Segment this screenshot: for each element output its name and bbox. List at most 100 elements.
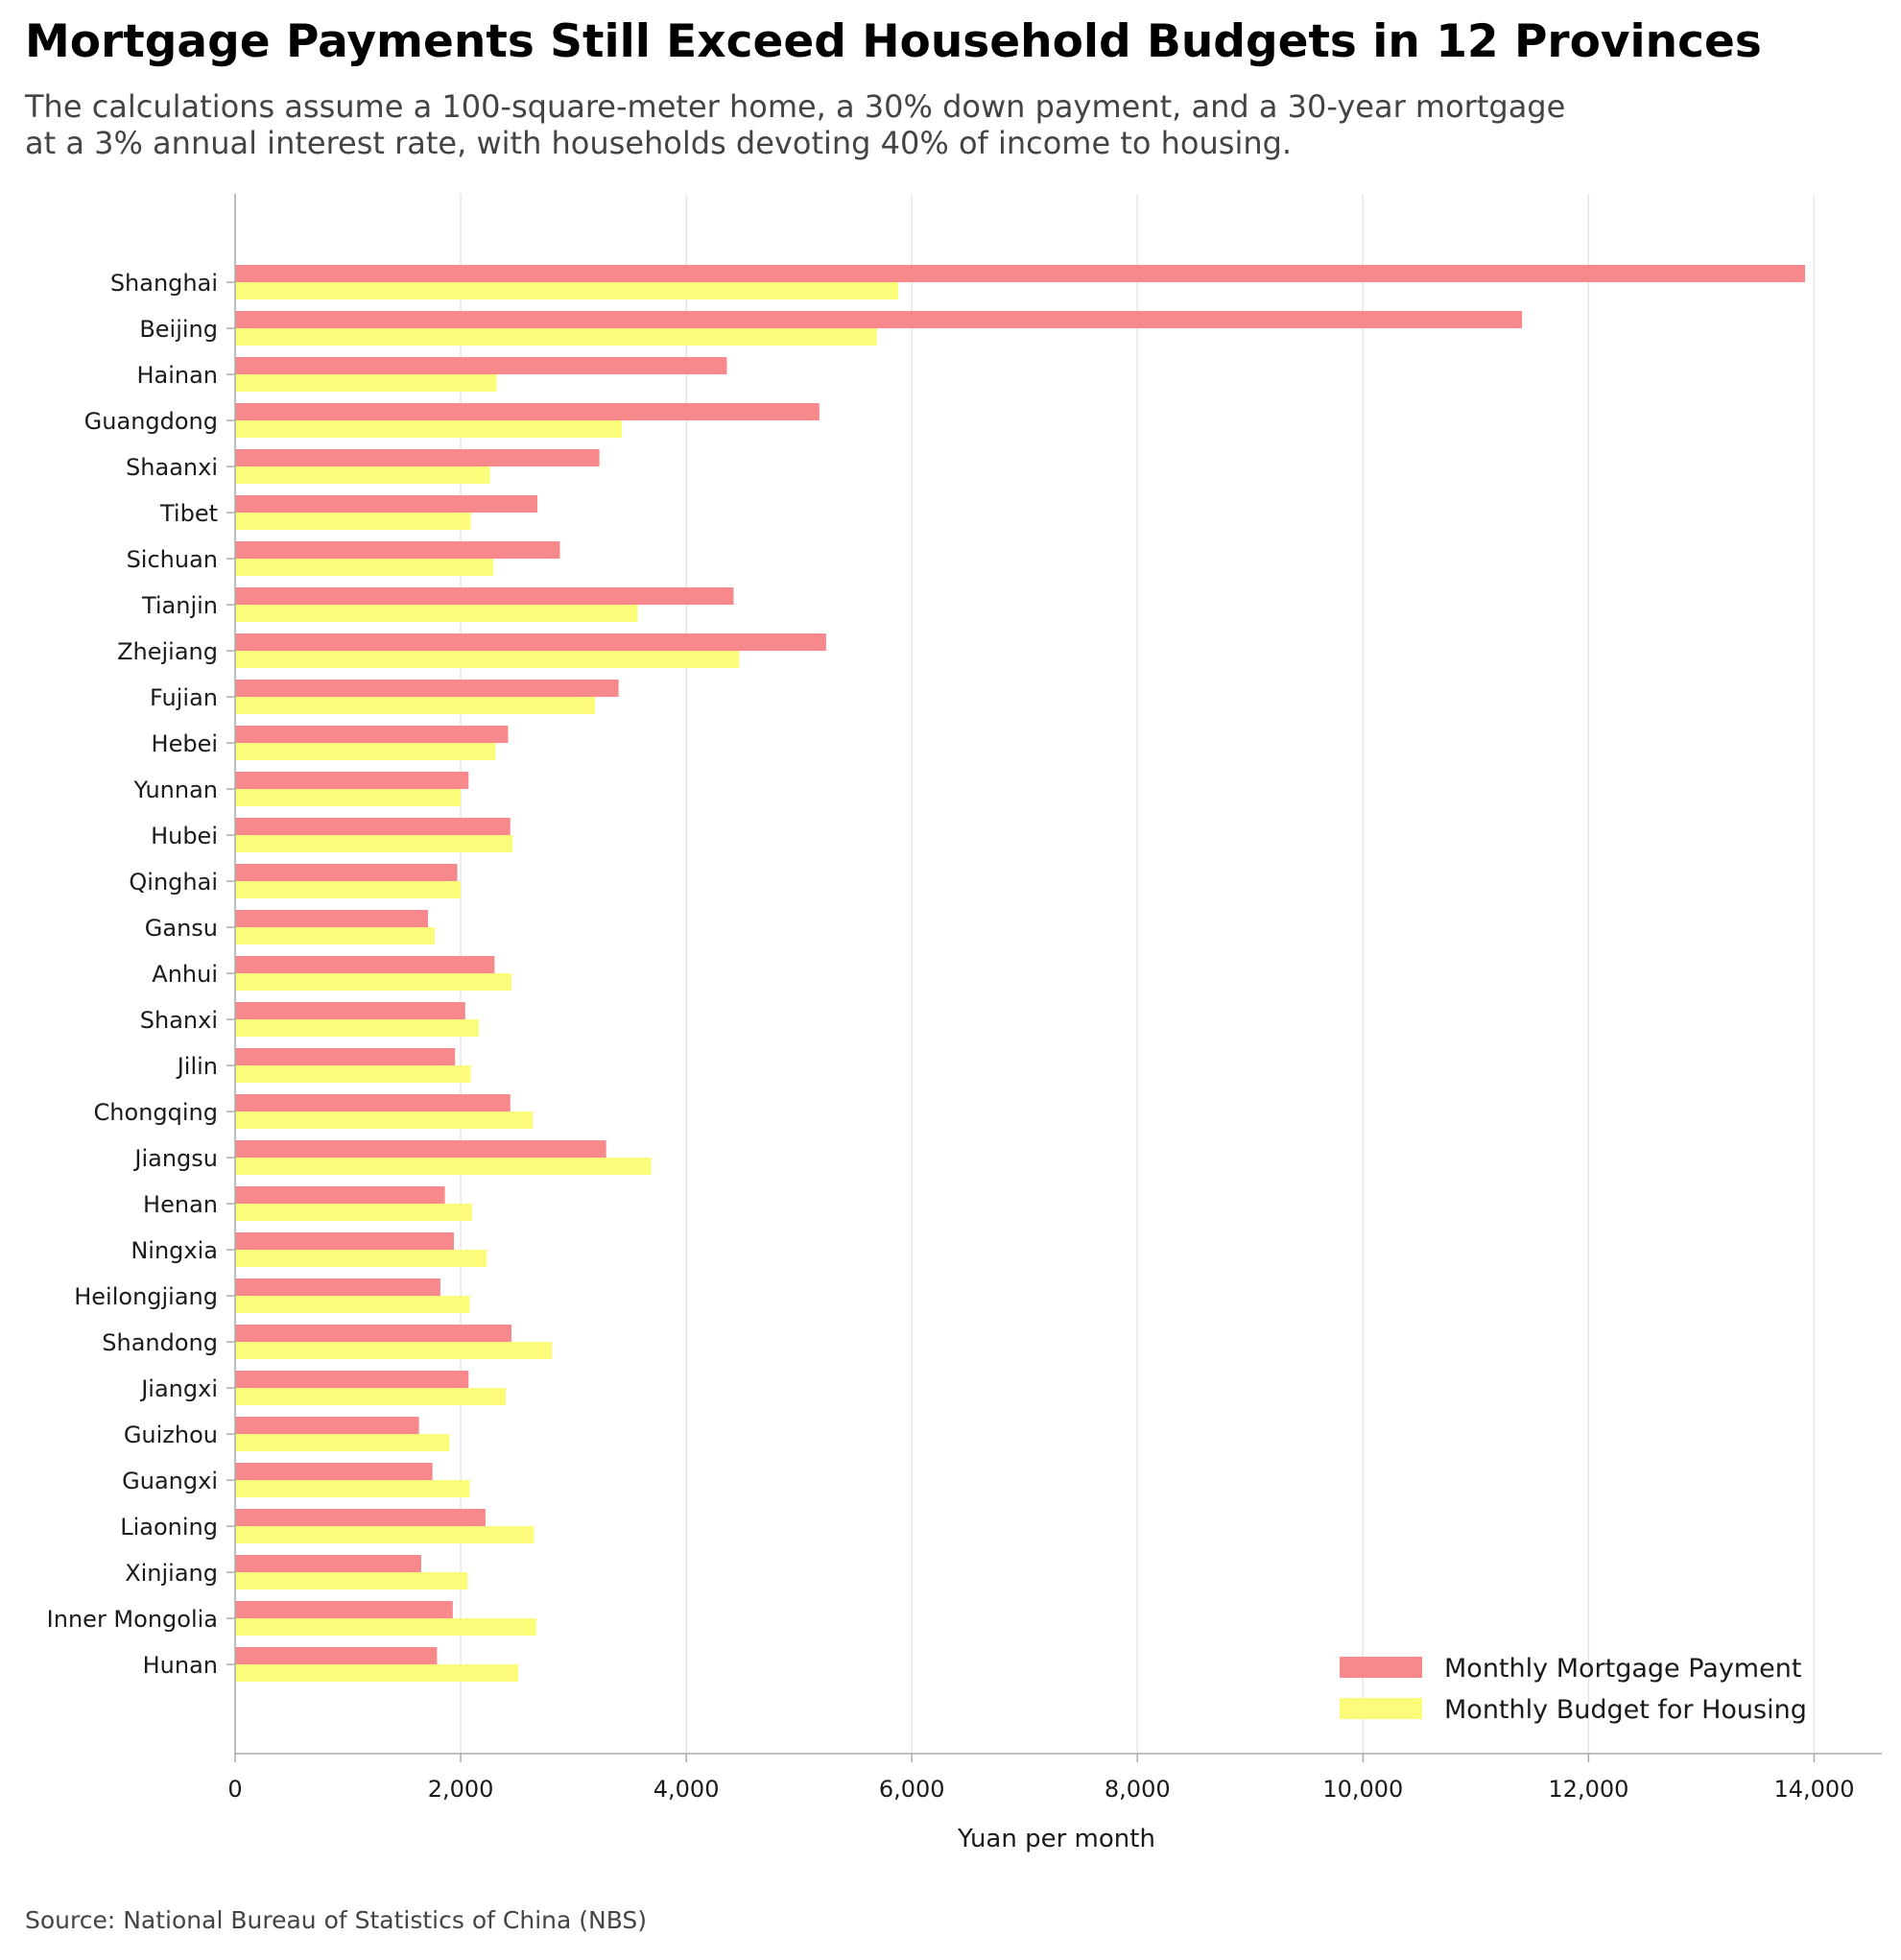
- y-tick-label: Liaoning: [120, 1514, 218, 1541]
- bar-mortgage-payment: [235, 1417, 419, 1434]
- y-tick-label: Shanxi: [140, 1007, 218, 1034]
- x-tick-label: 6,000: [879, 1776, 945, 1803]
- bar-mortgage-payment: [235, 680, 619, 697]
- y-tick-label: Guangxi: [122, 1468, 218, 1494]
- y-tick-label: Inner Mongolia: [47, 1606, 218, 1633]
- y-tick-label: Hainan: [136, 362, 218, 389]
- y-tick-label: Shandong: [102, 1329, 218, 1356]
- bar-mortgage-payment: [235, 1094, 511, 1111]
- x-tick-label: 0: [227, 1776, 242, 1803]
- bar-housing-budget: [235, 420, 623, 438]
- y-tick-label: Sichuan: [127, 546, 218, 573]
- bar-mortgage-payment: [235, 1279, 440, 1296]
- bar-mortgage-payment: [235, 265, 1806, 282]
- bar-mortgage-payment: [235, 403, 820, 420]
- y-tick-label: Beijing: [139, 316, 218, 343]
- y-tick-label: Fujian: [150, 684, 218, 711]
- bar-mortgage-payment: [235, 587, 734, 605]
- x-axis-label: Yuan per month: [957, 1825, 1155, 1853]
- y-tick-label: Hunan: [143, 1652, 218, 1679]
- bar-housing-budget: [235, 328, 877, 346]
- y-tick-label: Tibet: [159, 500, 218, 527]
- bar-mortgage-payment: [235, 1002, 465, 1019]
- x-tick-label: 12,000: [1548, 1776, 1628, 1803]
- bar-housing-budget: [235, 789, 462, 806]
- bar-housing-budget: [235, 1480, 470, 1497]
- x-tick-label: 10,000: [1322, 1776, 1403, 1803]
- grid-lines: [460, 194, 1816, 1754]
- bar-mortgage-payment: [235, 864, 458, 881]
- legend-swatch-mortgage: [1340, 1657, 1422, 1678]
- bar-housing-budget: [235, 1250, 487, 1267]
- tick-labels: 0 2,000 4,000 6,000 8,000 10,000 12,000 14,000 S…: [47, 270, 1855, 1803]
- x-tick-label: 14,000: [1773, 1776, 1854, 1803]
- y-tick-label: Yunnan: [133, 777, 218, 803]
- bar-housing-budget: [235, 651, 740, 668]
- bar-housing-budget: [235, 605, 638, 622]
- bar-mortgage-payment: [235, 1232, 455, 1250]
- bar-housing-budget: [235, 697, 595, 714]
- bar-housing-budget: [235, 1158, 652, 1175]
- bar-mortgage-payment: [235, 357, 727, 374]
- y-tick-label: Qinghai: [129, 869, 218, 896]
- bar-mortgage-payment: [235, 311, 1523, 328]
- bar-housing-budget: [235, 559, 494, 576]
- bar-housing-budget: [235, 282, 899, 299]
- chart-title: Mortgage Payments Still Exceed Household…: [25, 15, 1762, 68]
- bar-housing-budget: [235, 973, 511, 991]
- bar-mortgage-payment: [235, 633, 826, 651]
- bar-mortgage-payment: [235, 818, 511, 835]
- bar-housing-budget: [235, 1526, 535, 1543]
- bar-housing-budget: [235, 881, 462, 898]
- bar-mortgage-payment: [235, 1647, 438, 1664]
- legend-swatch-budget: [1340, 1698, 1422, 1719]
- y-tick-label: Henan: [143, 1191, 218, 1218]
- bar-mortgage-payment: [235, 772, 469, 789]
- bar-housing-budget: [235, 374, 497, 392]
- chart-subtitle: The calculations assume a 100-square-met…: [25, 88, 1565, 161]
- bar-housing-budget: [235, 1111, 534, 1129]
- bar-housing-budget: [235, 1065, 471, 1083]
- bar-housing-budget: [235, 927, 436, 944]
- subtitle-line-2: at a 3% annual interest rate, with house…: [25, 125, 1293, 161]
- y-tick-label: Gansu: [145, 915, 218, 942]
- bar-mortgage-payment: [235, 495, 537, 513]
- bar-mortgage-payment: [235, 1325, 511, 1342]
- y-tick-label: Heilongjiang: [74, 1283, 218, 1310]
- bar-mortgage-payment: [235, 1555, 421, 1572]
- x-tick-label: 2,000: [428, 1776, 494, 1803]
- x-tick-label: 4,000: [653, 1776, 720, 1803]
- bar-mortgage-payment: [235, 1463, 433, 1480]
- bar-housing-budget: [235, 1572, 468, 1590]
- y-tick-label: Hebei: [152, 730, 218, 757]
- bar-housing-budget: [235, 1618, 536, 1636]
- y-tick-label: Chongqing: [94, 1099, 218, 1126]
- y-tick-label: Shaanxi: [126, 454, 218, 481]
- bar-mortgage-payment: [235, 726, 509, 743]
- bar-mortgage-payment: [235, 1140, 606, 1158]
- subtitle-line-1: The calculations assume a 100-square-met…: [25, 88, 1566, 125]
- bar-housing-budget: [235, 1019, 479, 1037]
- y-tick-label: Jiangsu: [132, 1145, 218, 1172]
- bar-housing-budget: [235, 1342, 553, 1359]
- bar-mortgage-payment: [235, 1371, 469, 1388]
- bar-housing-budget: [235, 1664, 519, 1682]
- bar-housing-budget: [235, 1434, 450, 1451]
- y-tick-label: Jilin: [176, 1053, 218, 1080]
- bar-mortgage-payment: [235, 1601, 453, 1618]
- bar-housing-budget: [235, 513, 471, 530]
- bar-mortgage-payment: [235, 956, 495, 973]
- y-tick-label: Jiangxi: [139, 1375, 218, 1402]
- bar-mortgage-payment: [235, 541, 560, 559]
- legend-label-mortgage: Monthly Mortgage Payment: [1444, 1654, 1801, 1684]
- bar-mortgage-payment: [235, 1509, 486, 1526]
- bar-housing-budget: [235, 1296, 470, 1313]
- bar-housing-budget: [235, 1204, 472, 1221]
- y-tick-label: Tianjin: [141, 592, 218, 619]
- bar-housing-budget: [235, 466, 490, 484]
- bar-housing-budget: [235, 835, 513, 852]
- y-tick-label: Guizhou: [124, 1422, 218, 1448]
- y-tick-label: Anhui: [152, 961, 218, 988]
- bar-mortgage-payment: [235, 449, 600, 466]
- axes: [226, 194, 1882, 1762]
